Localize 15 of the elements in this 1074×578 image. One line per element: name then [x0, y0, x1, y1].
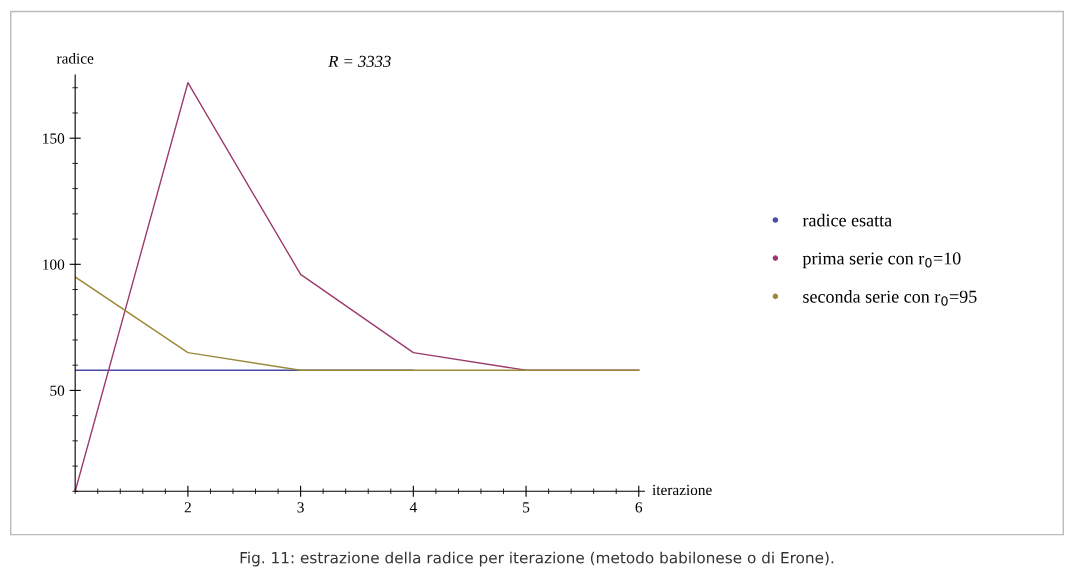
x-tick-label: 5	[523, 502, 530, 513]
x-tick-label: 2	[184, 502, 191, 513]
caption: Fig. 11: estrazione della radice per iterazione (metodo babilonese o di Erone).	[240, 551, 834, 567]
x-tick-label: 3	[297, 502, 304, 513]
x-tick-label: 4	[409, 502, 417, 513]
y-tick-label: 150	[43, 133, 65, 144]
x-axis-title: iterazione	[652, 484, 712, 496]
y-tick-label: 50	[50, 385, 65, 396]
y-axis-title: radice	[56, 52, 94, 64]
chart-title: R = 3333	[328, 55, 391, 67]
legend-label: radice esatta	[802, 213, 892, 227]
legend-label: seconda serie con r$_{0}$=95	[803, 290, 977, 306]
y-tick-label: 100	[43, 259, 65, 270]
x-tick-label: 6	[635, 502, 643, 513]
legend-label: prima serie con r$_{0}$=10	[802, 252, 961, 269]
